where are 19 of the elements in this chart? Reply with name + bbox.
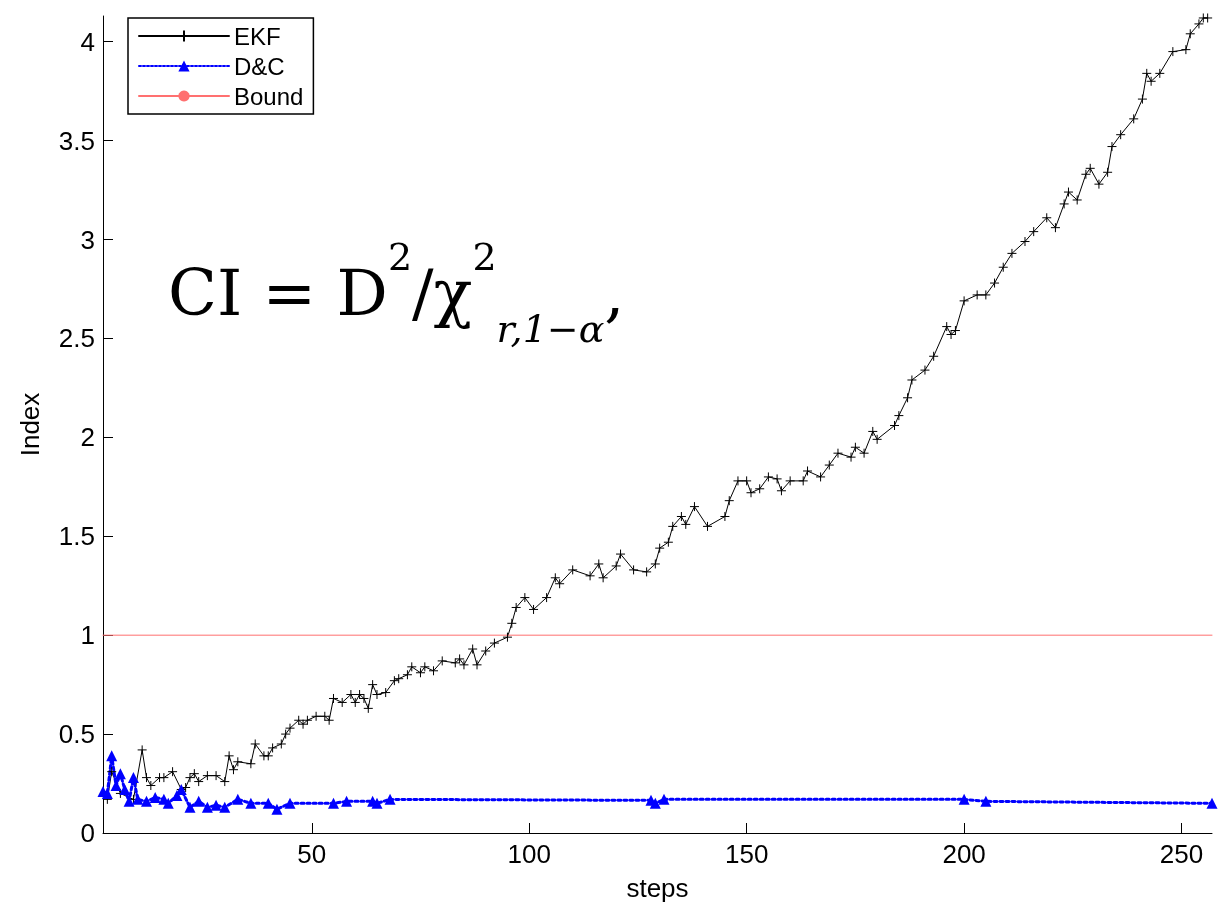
x-tick-label: 150: [724, 839, 769, 869]
y-axis-title: Index: [15, 392, 45, 457]
legend-label: Bound: [234, 82, 304, 110]
y-tick-label: 4: [80, 26, 95, 57]
y-tick-label: 2.5: [58, 323, 95, 354]
x-axis-title: steps: [626, 873, 689, 903]
y-tick-label: 1: [80, 620, 95, 651]
x-tick-label: 100: [507, 839, 551, 869]
y-tick-label: 3: [80, 224, 95, 255]
x-tick-label: 50: [297, 839, 327, 869]
y-tick-label: 0.5: [58, 719, 95, 750]
legend-label: EKF: [234, 22, 281, 50]
x-tick-label: 200: [942, 839, 986, 869]
legend-label: D&C: [234, 52, 285, 80]
y-tick-label: 3.5: [58, 125, 95, 156]
y-tick-label: 0: [80, 818, 95, 848]
x-tick-label: 250: [1159, 839, 1204, 869]
y-tick-label: 1.5: [58, 521, 95, 552]
y-tick-label: 2: [80, 422, 95, 453]
